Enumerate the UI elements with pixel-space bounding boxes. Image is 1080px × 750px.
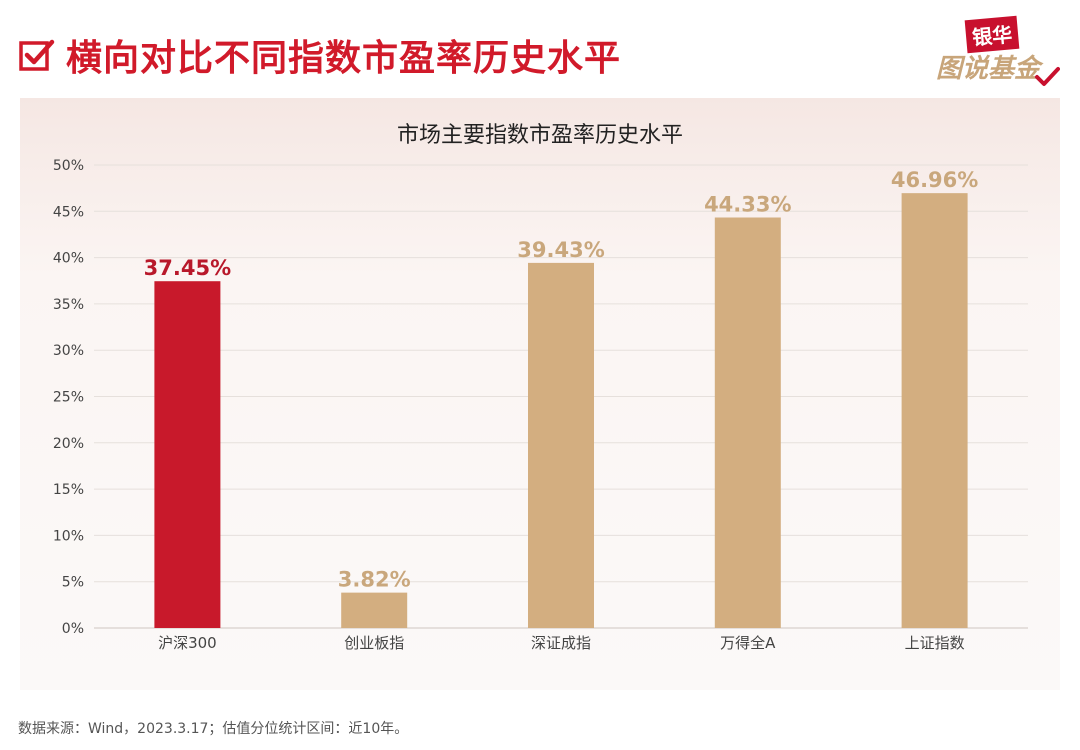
page-title: 横向对比不同指数市盈率历史水平 bbox=[66, 38, 622, 79]
y-tick-label: 35% bbox=[53, 297, 84, 313]
header: 横向对比不同指数市盈率历史水平 bbox=[18, 30, 621, 80]
logo-check-icon bbox=[1035, 67, 1060, 86]
y-tick-label: 25% bbox=[53, 390, 84, 406]
x-tick-label: 上证指数 bbox=[905, 634, 965, 652]
y-tick-label: 15% bbox=[53, 482, 84, 498]
x-tick-label: 万得全A bbox=[720, 634, 776, 652]
bar bbox=[154, 281, 221, 628]
labels-layer: 37.45% 沪深300 3.82% 创业板指 39.43% 深证成指 44.33% 万得全A… bbox=[144, 168, 979, 652]
x-tick-label: 创业板指 bbox=[344, 634, 404, 652]
bar-chart: 市场主要指数市盈率历史水平 0% 5% 10% 15% 20% 25% 30% 35% 40% 4… bbox=[53, 123, 1028, 652]
bar bbox=[341, 592, 408, 628]
bar bbox=[714, 217, 781, 628]
bar bbox=[901, 193, 968, 628]
chart-title: 市场主要指数市盈率历史水平 bbox=[397, 123, 683, 148]
logo-bottom-text: 图说基金 bbox=[936, 54, 1041, 84]
bars-layer bbox=[154, 193, 968, 628]
bar bbox=[528, 262, 594, 628]
bar-value-label: 44.33% bbox=[704, 193, 791, 217]
y-tick-label: 10% bbox=[53, 528, 84, 544]
footer-note: 数据来源：Wind，2023.3.17；估值分位统计区间：近10年。 bbox=[18, 721, 409, 737]
bar-value-label: 46.96% bbox=[891, 168, 978, 192]
bar-value-label: 37.45% bbox=[144, 256, 231, 280]
chart-panel: 市场主要指数市盈率历史水平 0% 5% 10% 15% 20% 25% 30% 35% 40% 4… bbox=[20, 98, 1060, 690]
y-tick-label: 30% bbox=[53, 343, 84, 359]
y-tick-label: 5% bbox=[62, 575, 84, 591]
checkbox-check-icon bbox=[19, 39, 55, 71]
y-tick-label: 0% bbox=[62, 621, 84, 637]
y-tick-label: 40% bbox=[53, 251, 84, 267]
bar-value-label: 39.43% bbox=[517, 238, 604, 262]
y-tick-label: 20% bbox=[53, 436, 84, 452]
y-tick-label: 45% bbox=[53, 204, 84, 220]
x-tick-label: 深证成指 bbox=[531, 634, 591, 652]
brand-logo: 银华 图说基金 bbox=[936, 14, 1060, 90]
y-tick-label: 50% bbox=[53, 158, 84, 174]
bar-value-label: 3.82% bbox=[338, 568, 411, 592]
x-tick-label: 沪深300 bbox=[158, 634, 217, 652]
